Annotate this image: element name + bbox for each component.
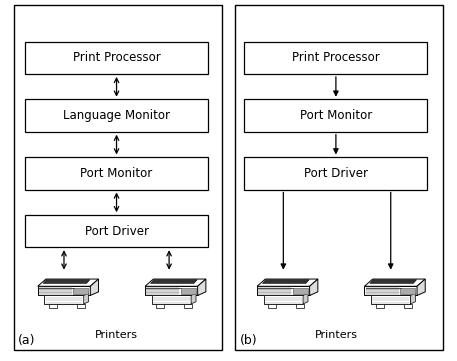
Bar (400, 288, 415, 293)
Text: Printers: Printers (95, 330, 138, 340)
Bar (244, 42, 427, 74)
Polygon shape (262, 280, 309, 283)
Text: Printers: Printers (314, 330, 357, 340)
Bar (25, 215, 208, 247)
Bar (25, 42, 208, 74)
Text: (a): (a) (18, 334, 36, 347)
Bar (268, 304, 276, 308)
Polygon shape (370, 280, 417, 283)
Bar (235, 5, 443, 350)
Bar (296, 304, 304, 308)
Text: Port Driver: Port Driver (304, 167, 368, 180)
Bar (25, 157, 208, 190)
Polygon shape (410, 293, 415, 304)
Polygon shape (303, 293, 308, 304)
Text: Port Monitor: Port Monitor (80, 167, 153, 180)
Polygon shape (38, 286, 90, 295)
Text: Print Processor: Print Processor (73, 51, 160, 64)
Polygon shape (417, 279, 425, 295)
Bar (181, 288, 196, 293)
Bar (25, 99, 208, 132)
Bar (14, 5, 222, 350)
Polygon shape (152, 295, 191, 304)
Bar (404, 304, 412, 308)
Polygon shape (44, 295, 84, 304)
Polygon shape (310, 279, 318, 295)
Text: Port Monitor: Port Monitor (300, 109, 372, 122)
Polygon shape (84, 293, 89, 304)
Bar (49, 304, 57, 308)
Polygon shape (38, 279, 98, 286)
Polygon shape (145, 279, 206, 286)
Text: Port Driver: Port Driver (85, 225, 149, 238)
Polygon shape (364, 286, 417, 295)
Polygon shape (145, 286, 197, 295)
Bar (184, 304, 192, 308)
Bar (376, 304, 384, 308)
Bar (156, 304, 165, 308)
Bar (244, 157, 427, 190)
Polygon shape (90, 279, 98, 295)
Text: Print Processor: Print Processor (292, 51, 380, 64)
Polygon shape (364, 279, 425, 286)
Polygon shape (191, 293, 196, 304)
Bar (293, 288, 308, 293)
Polygon shape (371, 295, 410, 304)
Bar (244, 99, 427, 132)
Text: (b): (b) (240, 334, 258, 347)
Polygon shape (43, 280, 90, 283)
Text: Language Monitor: Language Monitor (63, 109, 170, 122)
Polygon shape (197, 279, 206, 295)
Polygon shape (150, 280, 197, 283)
Bar (74, 288, 88, 293)
Polygon shape (257, 286, 310, 295)
Polygon shape (257, 279, 318, 286)
Bar (77, 304, 85, 308)
Polygon shape (264, 295, 303, 304)
